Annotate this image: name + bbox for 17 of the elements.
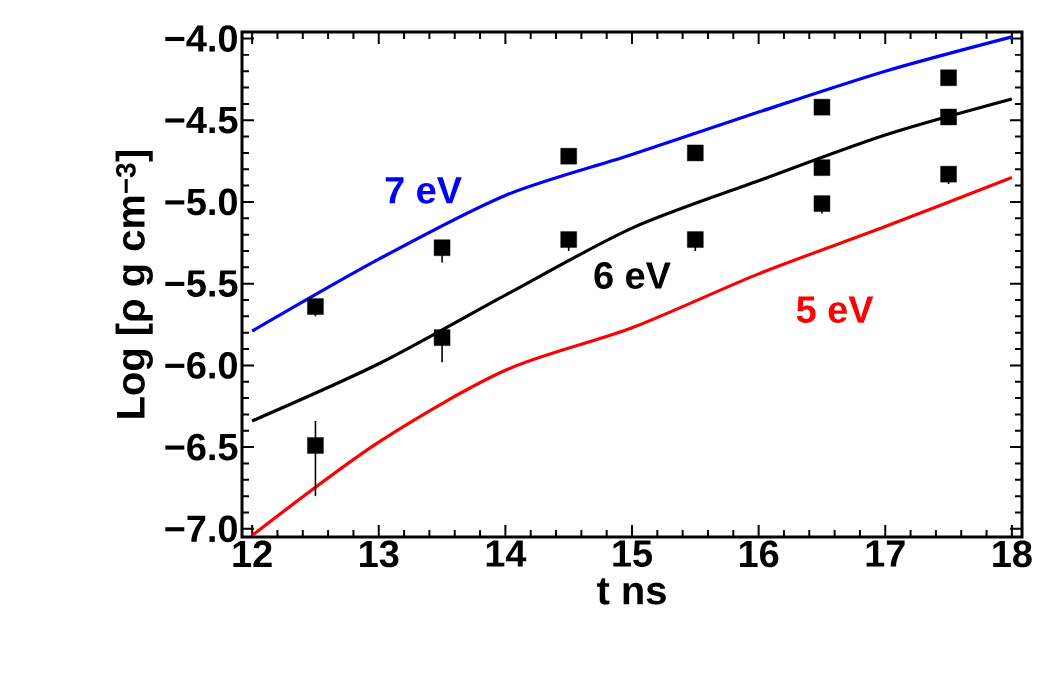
series-label: 7 eV (385, 177, 462, 204)
y-tick-label: −6.5 (165, 433, 238, 461)
x-axis-title: t ns (597, 578, 666, 605)
x-tick-label: 16 (739, 540, 779, 568)
y-tick-label: −4.0 (165, 25, 237, 52)
x-tick-label: 17 (866, 540, 905, 567)
series-label: 6 eV (594, 262, 671, 289)
y-tick-label: −5.0 (165, 188, 237, 216)
x-tick-label: 18 (993, 540, 1032, 568)
series-label: 5 eV (796, 296, 874, 324)
x-tick-label: 15 (613, 540, 652, 567)
y-tick-label: −5.5 (165, 270, 238, 297)
x-tick-label: 14 (486, 540, 527, 567)
y-tick-label: −6.0 (165, 351, 237, 379)
y-axis-title: Log [ρ g cm$^{−3}$] (115, 150, 153, 418)
y-tick-label: −4.5 (165, 107, 238, 134)
x-tick-label: 13 (360, 540, 399, 568)
